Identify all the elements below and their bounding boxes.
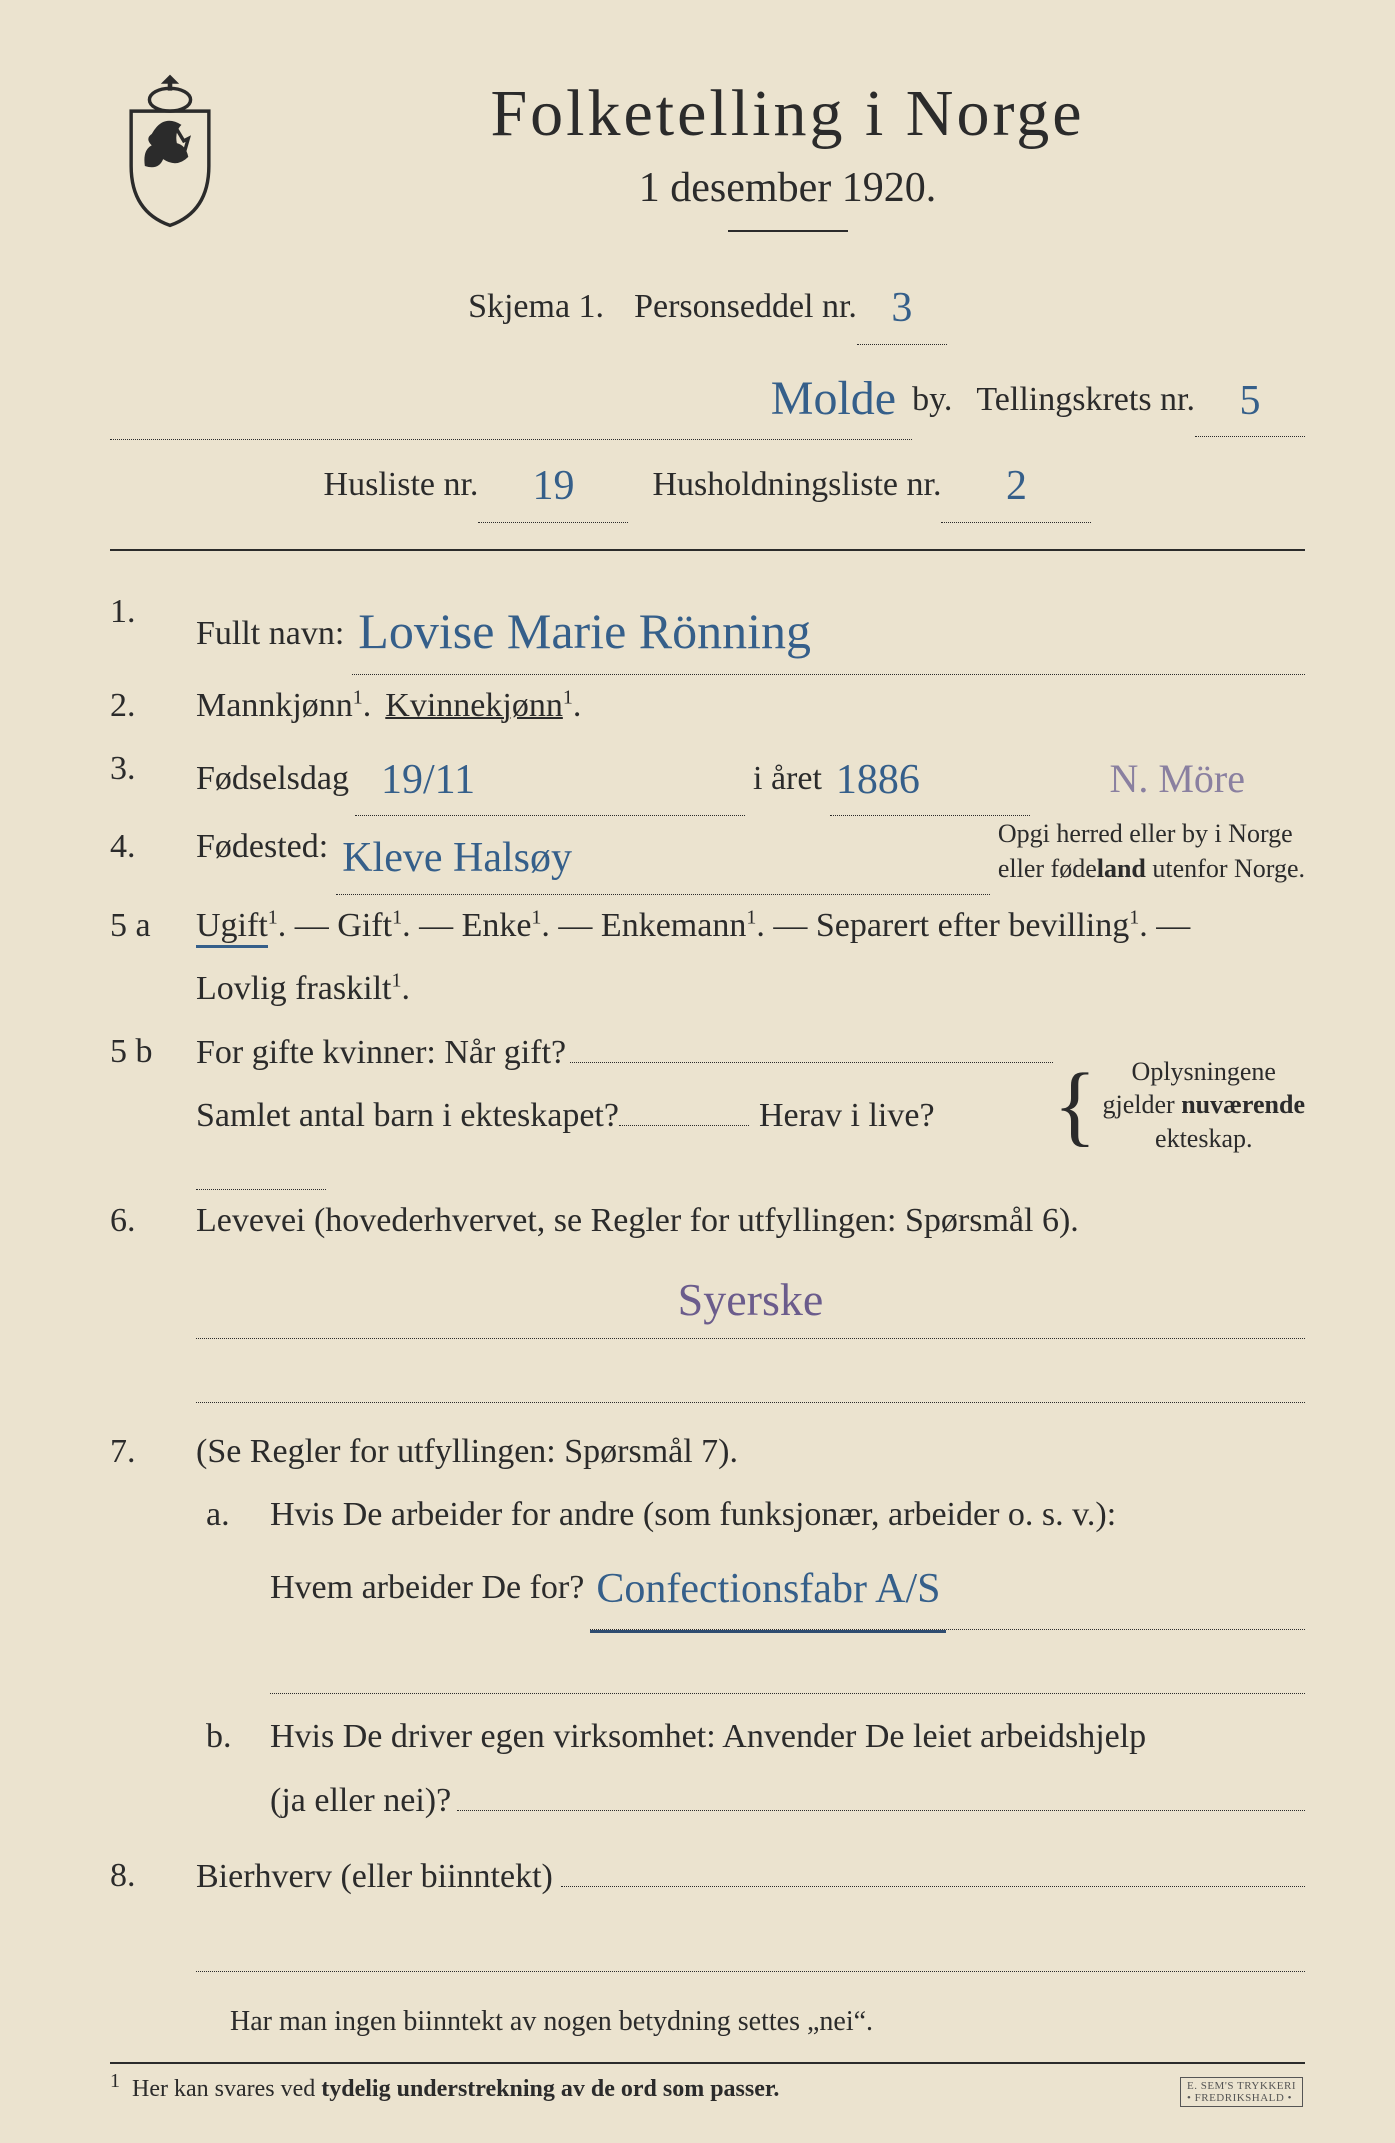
q1-value: Lovise Marie Rönning <box>352 603 817 659</box>
census-form-page: Folketelling i Norge 1 desember 1920. Sk… <box>0 0 1395 2143</box>
by-suffix: by. <box>912 369 952 432</box>
q5a-enkemann: Enkemann1. — <box>601 895 816 958</box>
schema-label-b: Personseddel nr. <box>634 276 857 339</box>
schema-label-a: Skjema 1. <box>468 276 604 339</box>
q6-value: Syerske <box>672 1274 830 1325</box>
by-line: Molde by. Tellingskrets nr. 5 <box>110 351 1305 441</box>
q5a-gift: Gift1. — <box>337 895 461 958</box>
q4-value: Kleve Halsøy <box>336 835 578 881</box>
q3-margin-note: N. Möre <box>1109 742 1245 816</box>
husholdning-label: Husholdningsliste nr. <box>652 454 941 517</box>
husliste-label: Husliste nr. <box>324 454 479 517</box>
q5a-line2: Lovlig fraskilt1. <box>110 958 1305 1021</box>
q2-mannkjonnn: Mannkjønn1. <box>196 675 371 738</box>
brace-icon: { <box>1053 1074 1096 1137</box>
q6-num: 6. <box>110 1190 136 1253</box>
q7a-blank <box>110 1630 1305 1694</box>
q5a-separert: Separert efter bevilling1. — <box>816 895 1190 958</box>
tellingskrets-label: Tellingskrets nr. <box>976 369 1195 432</box>
q7a-num: a. <box>206 1484 230 1547</box>
q5a-num: 5 a <box>110 895 151 958</box>
q8-line: 8. Bierhverv (eller biinntekt) <box>110 1845 1305 1909</box>
q7b-text2: (ja eller nei)? <box>270 1770 451 1833</box>
title-block: Folketelling i Norge 1 desember 1920. <box>270 70 1305 256</box>
q1-num: 1. <box>110 581 136 644</box>
q4-line: 4. Fødested: Kleve Halsøy Opgi herred el… <box>110 816 1305 895</box>
q7-label: (Se Regler for utfyllingen: Spørsmål 7). <box>196 1421 738 1484</box>
coat-of-arms-icon <box>110 70 230 230</box>
by-name-value: Molde <box>765 372 902 425</box>
husliste-line: Husliste nr. 19 Husholdningsliste nr. 2 <box>110 444 1305 523</box>
q5a-enke: Enke1. — <box>462 895 601 958</box>
q3-day-value: 19/11 <box>375 757 481 803</box>
tellingskrets-nr-value: 5 <box>1234 378 1267 424</box>
q7a-value: Confectionsfabr A/S <box>590 1551 946 1634</box>
q7b-num: b. <box>206 1706 232 1769</box>
q5b-block: 5 b For gifte kvinner: Når gift? Samlet … <box>110 1021 1305 1190</box>
q7a-line1: a. Hvis De arbeider for andre (som funks… <box>110 1484 1305 1547</box>
q5b-c: Herav i live? <box>759 1085 935 1148</box>
q6-value-line: Syerske <box>110 1253 1305 1339</box>
q7-num: 7. <box>110 1421 136 1484</box>
q7a-text1: Hvis De arbeider for andre (som funksjon… <box>270 1484 1116 1547</box>
q7b-line2: (ja eller nei)? <box>110 1769 1305 1833</box>
q5b-num: 5 b <box>110 1021 153 1084</box>
q5b-a: For gifte kvinner: Når gift? <box>196 1022 566 1085</box>
closing-text: Har man ingen biinntekt av nogen betydni… <box>230 1996 873 2048</box>
q5b-brace-note: { Oplysningene gjelder nuværende ekteska… <box>1053 1055 1305 1156</box>
q7a-text2: Hvem arbeider De for? <box>270 1557 584 1620</box>
q8-label: Bierhverv (eller biinntekt) <box>196 1846 553 1909</box>
q7b-line1: b. Hvis De driver egen virksomhet: Anven… <box>110 1706 1305 1769</box>
printer-mark: E. SEM'S TRYKKERI • FREDRIKSHALD • <box>1180 2077 1303 2107</box>
q7-line: 7. (Se Regler for utfyllingen: Spørsmål … <box>110 1421 1305 1484</box>
q3-num: 3. <box>110 738 136 801</box>
q5b-note-text: Oplysningene gjelder nuværende ekteskap. <box>1103 1055 1305 1156</box>
q5a-line: 5 a Ugift1. — Gift1. — Enke1. — Enkemann… <box>110 895 1305 958</box>
q3-line: 3. Fødselsdag 19/11 i året 1886 N. Möre <box>110 738 1305 817</box>
q2-line: 2. Mannkjønn1. Kvinnekjønn1. <box>110 675 1305 738</box>
personseddel-nr-value: 3 <box>885 285 918 331</box>
q7a-line2: Hvem arbeider De for? Confectionsfabr A/… <box>110 1547 1305 1631</box>
q3-year-value: 1886 <box>830 757 926 803</box>
husliste-nr-value: 19 <box>526 463 580 509</box>
closing-line: Har man ingen biinntekt av nogen betydni… <box>110 1996 1305 2048</box>
q1-label: Fullt navn: <box>196 603 344 666</box>
header: Folketelling i Norge 1 desember 1920. <box>110 70 1305 256</box>
husholdning-nr-value: 2 <box>1000 463 1033 509</box>
divider-1 <box>110 549 1305 551</box>
q6-label: Levevei (hovederhvervet, se Regler for u… <box>196 1190 1079 1253</box>
q3-mid: i året <box>753 748 822 811</box>
title-rule <box>728 230 848 232</box>
q3-label: Fødselsdag <box>196 748 349 811</box>
q5b-line2: Samlet antal barn i ekteskapet? Herav i … <box>110 1084 1053 1189</box>
q8-num: 8. <box>110 1845 136 1908</box>
q6-blank2 <box>110 1339 1305 1403</box>
q8-blank2 <box>110 1908 1305 1972</box>
q2-num: 2. <box>110 675 136 738</box>
q5b-b: Samlet antal barn i ekteskapet? <box>196 1085 619 1148</box>
q6-line: 6. Levevei (hovederhvervet, se Regler fo… <box>110 1190 1305 1253</box>
q4-label: Fødested: <box>196 816 328 879</box>
q4-instruction: Opgi herred eller by i Norge eller fødel… <box>998 816 1305 886</box>
q5a-ugift: Ugift1. — <box>196 895 337 958</box>
footnote: 1 Her kan svares ved tydelig understrekn… <box>110 2070 1305 2103</box>
q4-num: 4. <box>110 816 136 879</box>
page-title: Folketelling i Norge <box>270 76 1305 152</box>
divider-bottom <box>110 2062 1305 2064</box>
q2-kvinnekjonn: Kvinnekjønn1. <box>385 675 581 738</box>
q5a-fraskilt: Lovlig fraskilt1. <box>196 958 410 1021</box>
page-subtitle: 1 desember 1920. <box>270 164 1305 212</box>
schema-line: Skjema 1. Personseddel nr. 3 <box>110 266 1305 345</box>
q1-line: 1. Fullt navn: Lovise Marie Rönning <box>110 581 1305 675</box>
footnote-marker: 1 <box>110 2070 120 2092</box>
q7b-text1: Hvis De driver egen virksomhet: Anvender… <box>270 1706 1146 1769</box>
q5b-line1: 5 b For gifte kvinner: Når gift? <box>110 1021 1053 1085</box>
